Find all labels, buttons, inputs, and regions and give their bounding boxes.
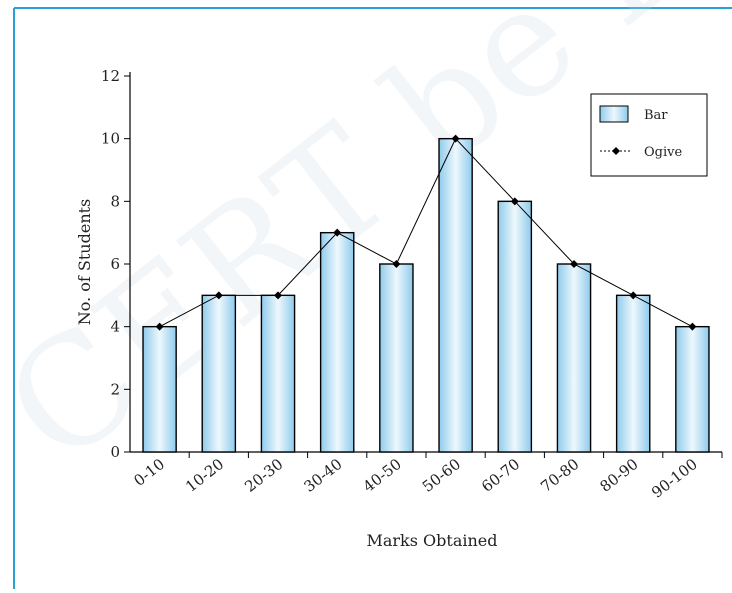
ogive-point-70-80	[570, 260, 578, 268]
bar-10-20	[201, 294, 237, 453]
y-axis-title: No. of Students	[75, 199, 94, 326]
legend-bar-swatch	[599, 105, 629, 123]
x-tick-label: 80-90	[596, 455, 641, 496]
legend-bar-label: Bar	[644, 108, 668, 123]
bar-70-80	[556, 263, 592, 453]
bar-40-50	[379, 263, 414, 453]
y-tick-label: 4	[110, 318, 120, 336]
bar-50-60	[438, 137, 473, 453]
ogive-point-0-10	[155, 322, 164, 331]
x-tick-label: 50-60	[419, 455, 464, 496]
x-axis-title: Marks Obtained	[366, 531, 497, 550]
ogive-point-50-60	[451, 134, 460, 143]
ogive-point-60-70	[510, 197, 519, 206]
x-tick-label: 30-40	[300, 455, 345, 496]
y-tick-label: 0	[110, 443, 120, 461]
x-tick-label: 20-30	[241, 455, 286, 496]
bar-80-90	[615, 294, 651, 453]
x-tick-label: 0-10	[130, 455, 168, 490]
ogive-point-90-100	[688, 322, 697, 331]
bar-90-100	[675, 325, 710, 453]
ogive-point-30-40	[333, 228, 342, 237]
legend-ogive-marker	[612, 147, 620, 155]
legend: Bar Ogive	[590, 93, 708, 177]
x-tick-label: 90-100	[648, 455, 701, 502]
x-tick-label: 60-70	[478, 455, 523, 496]
y-tick-label: 12	[101, 67, 120, 85]
y-tick-label: 10	[101, 130, 120, 148]
ogive-point-20-30	[274, 291, 282, 300]
y-tick-label: 2	[110, 380, 120, 398]
legend-ogive-label: Ogive	[644, 145, 682, 160]
bar-20-30	[260, 294, 296, 453]
ogive-point-40-50	[392, 260, 401, 268]
x-tick-label: 40-50	[360, 455, 405, 496]
bar-0-10	[142, 325, 177, 453]
ogive-point-80-90	[629, 291, 638, 300]
y-tick-label: 8	[110, 192, 120, 210]
bar-30-40	[319, 231, 355, 453]
x-tick-label: 70-80	[537, 455, 582, 496]
bar-60-70	[497, 200, 533, 453]
y-tick-label: 6	[110, 255, 120, 273]
x-tick-label: 10-20	[182, 455, 227, 496]
ogive-line	[159, 137, 693, 328]
ogive-point-10-20	[214, 291, 223, 300]
